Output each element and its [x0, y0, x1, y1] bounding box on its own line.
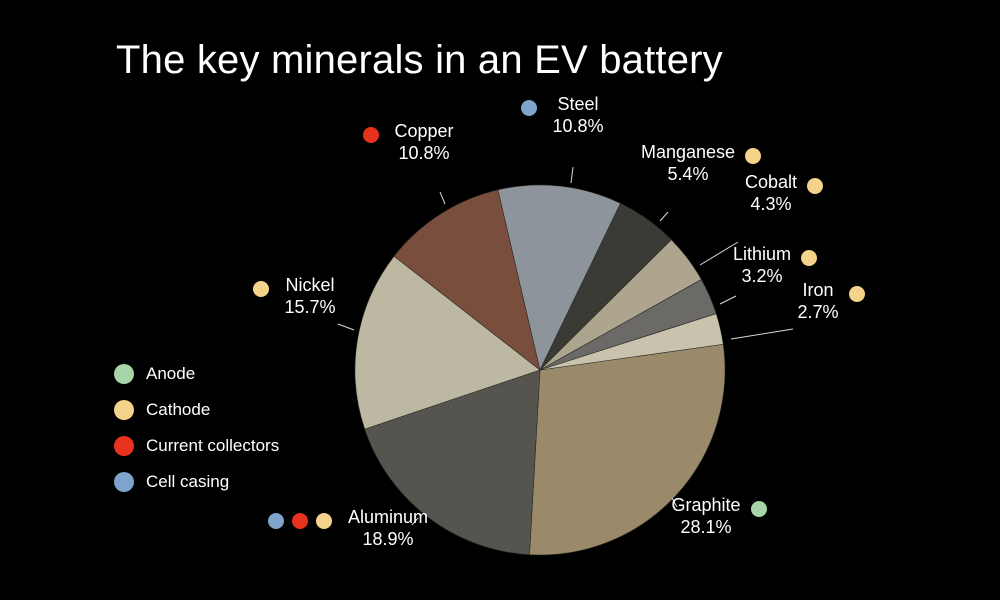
leader-line-lithium: [719, 295, 737, 305]
legend-swatch: [114, 436, 134, 456]
legend-label: Current collectors: [146, 436, 280, 455]
legend-item-cathode: Cathode: [114, 392, 279, 428]
slice-label-steel: Steel 10.8%: [520, 93, 604, 137]
role-dot-cathode: [745, 148, 762, 165]
slice-label-aluminum: Aluminum 18.9%: [268, 506, 429, 550]
pie-slice-iron: [539, 313, 724, 371]
role-dot-anode: [750, 501, 767, 518]
pie-slices: [354, 184, 726, 556]
slice-name: Lithium: [733, 244, 792, 264]
role-dot-cathode: [316, 513, 332, 530]
slice-label-graphite: Graphite 28.1%: [671, 494, 767, 538]
legend-item-current-collectors: Current collectors: [114, 428, 279, 464]
slice-name: Copper: [394, 121, 454, 141]
role-dots: [801, 246, 818, 268]
leader-line-manganese: [659, 211, 669, 222]
pie-slice-copper: [393, 189, 541, 371]
role-dots: [362, 123, 387, 145]
leader-line-iron: [730, 328, 794, 340]
role-dot-cell-casing: [520, 100, 537, 117]
slice-label-cobalt: Cobalt 4.3%: [745, 171, 824, 215]
slice-label-iron: Iron 2.7%: [797, 279, 865, 323]
pie-slice-graphite: [529, 343, 726, 556]
role-dot-current-collectors: [292, 513, 308, 530]
slice-label-lithium: Lithium 3.2%: [733, 243, 818, 287]
legend-label: Cell casing: [146, 472, 230, 491]
pie-slice-aluminum: [364, 369, 541, 556]
role-dots: [252, 277, 277, 299]
leader-line-nickel: [337, 323, 355, 331]
role-dot-cathode: [848, 286, 865, 303]
slice-percent: 3.2%: [741, 266, 783, 286]
legend: Anode Cathode Current collectors Cell casin…: [114, 356, 279, 500]
slice-percent: 2.7%: [797, 302, 839, 322]
slice-name: Manganese: [641, 142, 736, 162]
slice-percent: 18.9%: [362, 529, 414, 549]
leader-line-graphite: [671, 497, 678, 508]
leader-line-steel: [570, 166, 574, 184]
legend-swatch: [114, 364, 134, 384]
legend-swatch: [114, 472, 134, 492]
role-dots: [745, 144, 762, 166]
role-dots: [807, 174, 824, 196]
legend-item-anode: Anode: [114, 356, 279, 392]
slice-label-manganese: Manganese 5.4%: [641, 141, 762, 185]
leader-line-cobalt: [699, 241, 739, 266]
role-dot-cell-casing: [268, 513, 284, 530]
chart-title: The key minerals in an EV battery: [116, 38, 723, 82]
role-dot-cathode: [252, 281, 269, 298]
legend-swatch: [114, 400, 134, 420]
legend-label: Cathode: [146, 400, 211, 419]
slice-percent: 28.1%: [680, 517, 732, 537]
role-dot-cathode: [801, 250, 818, 267]
slice-percent: 15.7%: [284, 297, 336, 317]
slice-name: Iron: [802, 280, 834, 300]
slice-label-copper: Copper 10.8%: [362, 120, 454, 164]
pie-slice-steel: [497, 184, 621, 371]
leader-line-copper: [439, 191, 446, 205]
slice-name: Graphite: [671, 495, 741, 515]
slice-name: Nickel: [285, 275, 335, 295]
slice-name: Cobalt: [745, 172, 798, 192]
legend-item-cell-casing: Cell casing: [114, 464, 279, 500]
role-dots: [750, 497, 767, 519]
slice-percent: 4.3%: [750, 194, 792, 214]
slice-label-nickel: Nickel 15.7%: [252, 274, 336, 318]
pie-slice-nickel: [354, 255, 541, 430]
legend-label: Anode: [146, 364, 196, 383]
slice-percent: 5.4%: [667, 164, 709, 184]
role-dot-cathode: [807, 178, 824, 195]
slice-percent: 10.8%: [398, 143, 450, 163]
slice-name: Steel: [557, 94, 599, 114]
slice-percent: 10.8%: [552, 116, 604, 136]
role-dots: [268, 509, 340, 531]
role-dot-current-collectors: [362, 127, 379, 144]
role-dots: [848, 282, 865, 304]
role-dots: [520, 96, 545, 118]
leader-lines: [337, 166, 794, 526]
slice-name: Aluminum: [348, 507, 429, 527]
leader-line-aluminum: [411, 517, 419, 526]
